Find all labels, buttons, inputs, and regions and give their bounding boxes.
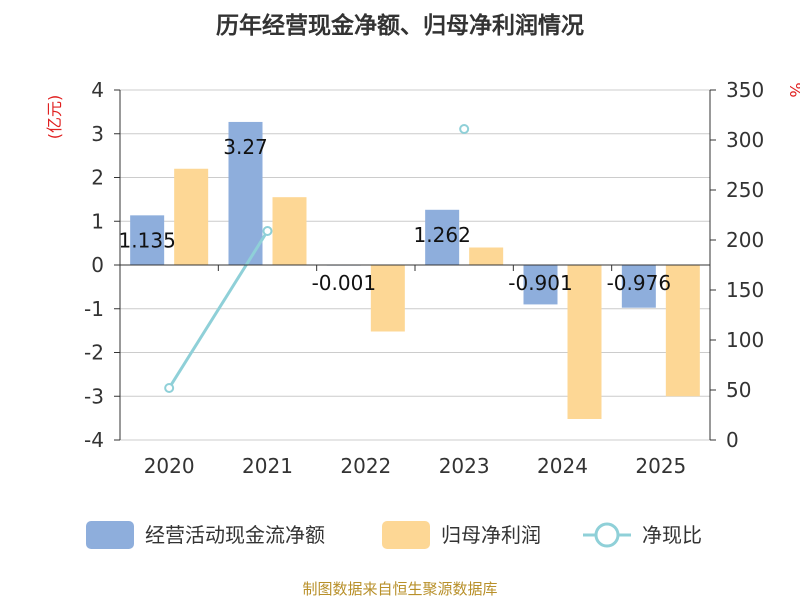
bar-net-profit[interactable] bbox=[370, 265, 405, 332]
y-left-unit: (亿元) bbox=[45, 95, 64, 140]
y-right-tick-label: 50 bbox=[726, 378, 751, 402]
legend: 经营活动现金流净额 归母净利润 净现比 bbox=[86, 521, 702, 549]
y-right-tick-label: 300 bbox=[726, 128, 764, 152]
bar-cash-flow[interactable] bbox=[228, 121, 263, 265]
ratio-point[interactable] bbox=[164, 383, 175, 393]
source-note: 制图数据来自恒生聚源数据库 bbox=[302, 580, 497, 598]
legend-item-cash[interactable]: 经营活动现金流净额 bbox=[86, 521, 325, 549]
y-right-tick-label: 100 bbox=[726, 328, 764, 352]
legend-label-profit: 归母净利润 bbox=[441, 523, 541, 547]
ratio-point[interactable] bbox=[262, 226, 273, 236]
bar-net-profit[interactable] bbox=[469, 247, 504, 266]
y-left-tick-label: 4 bbox=[91, 78, 104, 102]
data-label-cash: -0.901 bbox=[508, 271, 572, 295]
legend-item-profit[interactable]: 归母净利润 bbox=[382, 521, 541, 549]
bars bbox=[130, 121, 700, 419]
bar-cash-flow[interactable] bbox=[523, 265, 558, 305]
y-left-tick-label: -1 bbox=[84, 297, 104, 321]
legend-swatch-profit bbox=[382, 521, 430, 549]
legend-label-cash: 经营活动现金流净额 bbox=[145, 523, 325, 547]
bar-net-profit[interactable] bbox=[567, 265, 602, 419]
ratio-point[interactable] bbox=[459, 124, 470, 134]
data-labels: 1.135 3.27 -0.001 1.262 -0.901 -0.976 bbox=[119, 135, 672, 295]
ratio-line bbox=[164, 124, 470, 393]
data-label-cash: 1.262 bbox=[414, 223, 471, 247]
y-right-unit: % bbox=[786, 82, 800, 97]
y-left-tick-label: -4 bbox=[84, 428, 104, 452]
data-label-cash: -0.001 bbox=[312, 271, 376, 295]
x-tick-label: 2023 bbox=[439, 454, 490, 478]
y-left-tick-label: -3 bbox=[84, 384, 104, 408]
y-right-tick-label: 350 bbox=[726, 78, 764, 102]
chart-title: 历年经营现金净额、归母净利润情况 bbox=[216, 12, 584, 39]
x-ticks: 2020 2021 2022 2023 2024 2025 bbox=[119, 265, 711, 478]
data-label-cash: 1.135 bbox=[119, 228, 176, 252]
x-tick-label: 2024 bbox=[537, 454, 588, 478]
x-tick-label: 2022 bbox=[340, 454, 391, 478]
y-left-tick-label: 1 bbox=[91, 209, 104, 233]
y-left-tick-label: 2 bbox=[91, 166, 104, 190]
y-left-tick-label: 0 bbox=[91, 253, 104, 277]
bar-net-profit[interactable] bbox=[174, 168, 209, 265]
bar-cash-flow[interactable] bbox=[130, 215, 165, 265]
y-right-tick-label: 250 bbox=[726, 178, 764, 202]
bar-cash-flow[interactable] bbox=[621, 265, 656, 308]
axes bbox=[119, 90, 711, 440]
legend-swatch-cash bbox=[86, 521, 134, 549]
y-left-tick-label: -2 bbox=[84, 341, 104, 365]
y-left-tick-label: 3 bbox=[91, 122, 104, 146]
y-right-tick-label: 0 bbox=[726, 428, 739, 452]
bar-net-profit[interactable] bbox=[665, 265, 700, 397]
legend-item-ratio[interactable]: 净现比 bbox=[583, 522, 702, 548]
legend-marker-ratio bbox=[594, 522, 620, 548]
x-tick-label: 2025 bbox=[635, 454, 686, 478]
x-tick-label: 2020 bbox=[144, 454, 195, 478]
x-tick-label: 2021 bbox=[242, 454, 293, 478]
legend-label-ratio: 净现比 bbox=[642, 523, 702, 547]
y-right-tick-label: 200 bbox=[726, 228, 764, 252]
ratio-line-segment bbox=[167, 230, 269, 389]
data-label-cash: 3.27 bbox=[223, 135, 268, 159]
data-label-cash: -0.976 bbox=[607, 271, 671, 295]
y-right-tick-label: 150 bbox=[726, 278, 764, 302]
bar-net-profit[interactable] bbox=[272, 197, 307, 265]
y-right-ticks: 350 300 250 200 150 100 50 0 bbox=[710, 78, 764, 452]
y-left-ticks: 4 3 2 1 0 -1 -2 -3 -4 bbox=[84, 78, 120, 452]
bar-cash-flow[interactable] bbox=[425, 209, 460, 265]
